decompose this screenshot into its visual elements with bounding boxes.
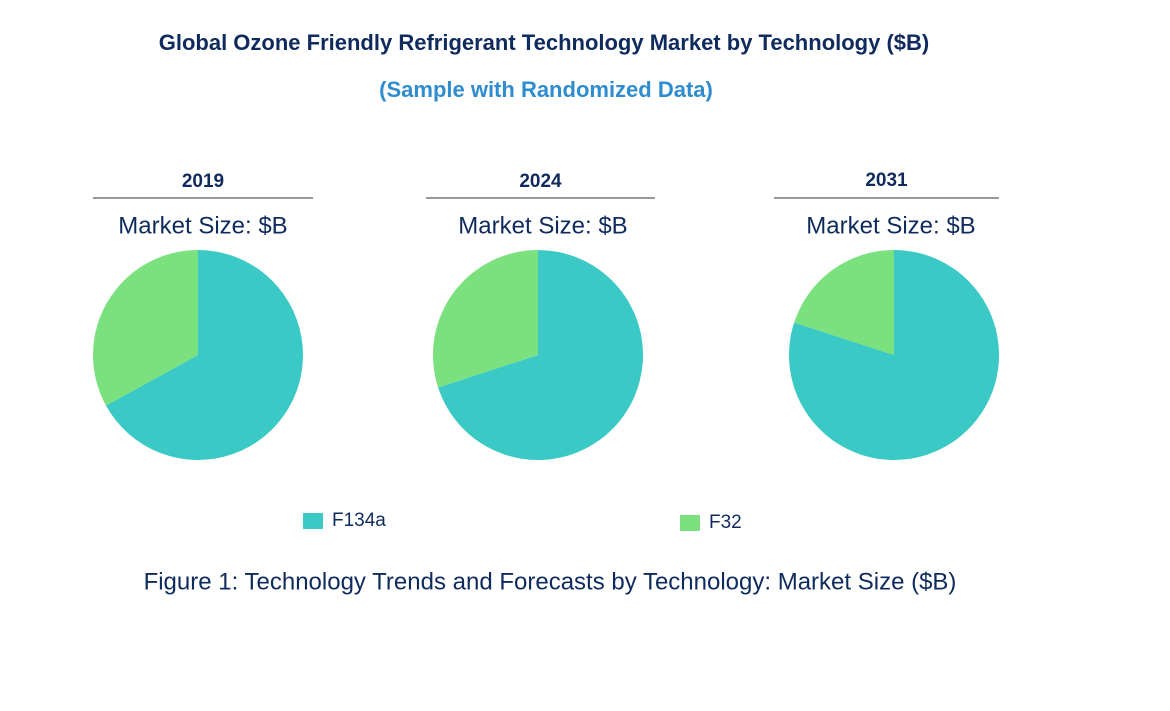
pie-slice xyxy=(438,250,644,460)
legend-swatch xyxy=(680,515,700,531)
legend-label: F32 xyxy=(709,512,742,533)
pie-slice xyxy=(794,250,894,355)
legend-label: F134a xyxy=(332,510,386,531)
pie-slice xyxy=(92,250,198,406)
pie-title: 2019 xyxy=(182,171,224,192)
pie-subtitle: Market Size: $B xyxy=(118,212,287,239)
caption: Figure 1: Technology Trends and Forecast… xyxy=(144,568,957,595)
pie-subtitle: Market Size: $B xyxy=(458,212,627,239)
pie-slice xyxy=(105,250,304,460)
pie-subtitle: Market Size: $B xyxy=(806,212,975,239)
legend-swatch xyxy=(303,513,323,529)
pie-title: 2024 xyxy=(519,171,562,192)
pie-title: 2031 xyxy=(865,170,908,191)
chart-title: Global Ozone Friendly Refrigerant Techno… xyxy=(159,30,930,55)
chart-subtitle: (Sample with Randomized Data) xyxy=(379,77,713,102)
pie-slice xyxy=(433,250,538,388)
